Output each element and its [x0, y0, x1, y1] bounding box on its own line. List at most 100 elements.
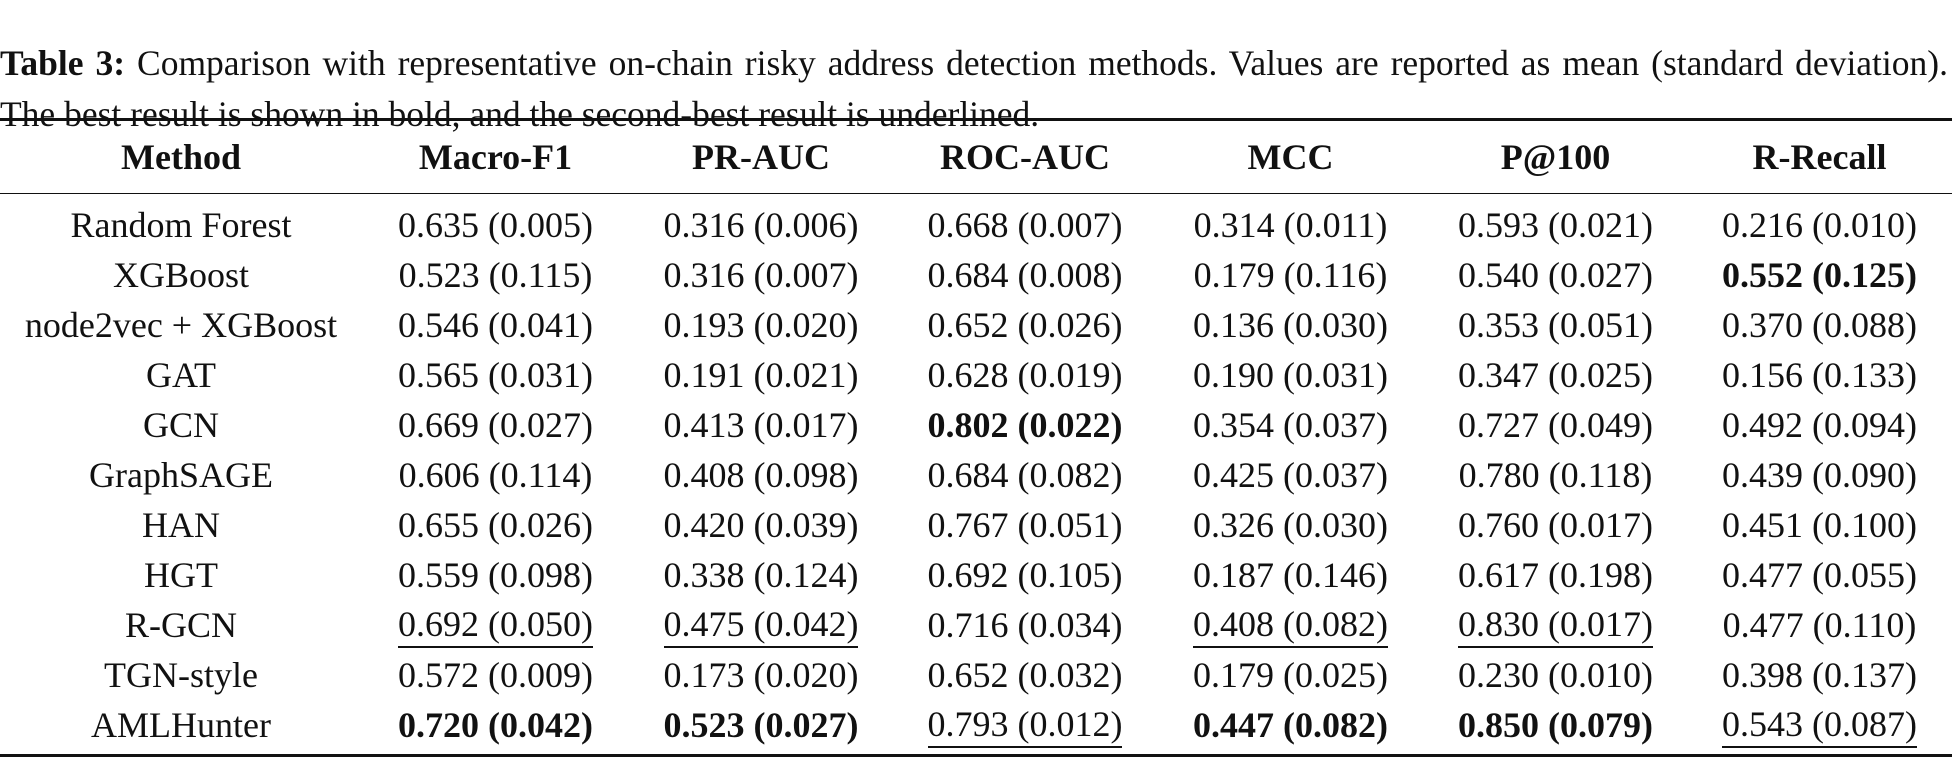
- value-cell: 0.413 (0.017): [629, 400, 893, 450]
- header-roc-auc: ROC-AUC: [940, 137, 1110, 177]
- value-cell: 0.668 (0.007): [893, 194, 1157, 251]
- value-cell: 0.420 (0.039): [629, 500, 893, 550]
- metric-value: 0.156 (0.133): [1722, 355, 1917, 395]
- method-cell: GAT: [0, 350, 362, 400]
- value-cell: 0.156 (0.133): [1687, 350, 1952, 400]
- metric-value: 0.420 (0.039): [663, 505, 859, 545]
- value-cell: 0.179 (0.025): [1157, 650, 1424, 700]
- value-cell: 0.326 (0.030): [1157, 500, 1424, 550]
- metric-value: 0.408 (0.098): [663, 455, 859, 495]
- value-cell: 0.179 (0.116): [1157, 250, 1424, 300]
- table-row: TGN-style 0.572 (0.009) 0.173 (0.020) 0.652…: [0, 650, 1952, 700]
- metric-value: 0.767 (0.051): [927, 505, 1123, 545]
- value-cell: 0.523 (0.027): [629, 700, 893, 756]
- value-cell: 0.669 (0.027): [362, 400, 629, 450]
- second-best-value: 0.408 (0.082): [1193, 604, 1388, 648]
- value-cell: 0.593 (0.021): [1424, 194, 1687, 251]
- value-cell: 0.635 (0.005): [362, 194, 629, 251]
- metric-value: 0.173 (0.020): [663, 655, 859, 695]
- value-cell: 0.628 (0.019): [893, 350, 1157, 400]
- method-name: TGN-style: [104, 655, 258, 695]
- metric-value: 0.652 (0.026): [927, 305, 1123, 345]
- method-cell: AMLHunter: [0, 700, 362, 756]
- table-row: AMLHunter 0.720 (0.042) 0.523 (0.027) 0.793…: [0, 700, 1952, 756]
- results-table: Method Macro-F1 PR-AUC ROC-AUC MCC P@100…: [0, 118, 1952, 757]
- value-cell: 0.316 (0.007): [629, 250, 893, 300]
- metric-value: 0.439 (0.090): [1722, 455, 1917, 495]
- best-value: 0.802 (0.022): [927, 405, 1123, 445]
- caption-text: Comparison with representative on-chain …: [0, 42, 1948, 134]
- method-name: GraphSAGE: [89, 455, 273, 495]
- value-cell: 0.760 (0.017): [1424, 500, 1687, 550]
- value-cell: 0.136 (0.030): [1157, 300, 1424, 350]
- metric-value: 0.187 (0.146): [1193, 555, 1388, 595]
- metric-value: 0.191 (0.021): [663, 355, 859, 395]
- best-value: 0.850 (0.079): [1458, 705, 1653, 745]
- method-cell: GCN: [0, 400, 362, 450]
- table-row: Random Forest 0.635 (0.005) 0.316 (0.006) 0…: [0, 194, 1952, 251]
- method-name: Random Forest: [70, 205, 292, 245]
- value-cell: 0.338 (0.124): [629, 550, 893, 600]
- table-row: GraphSAGE 0.606 (0.114) 0.408 (0.098) 0.684…: [0, 450, 1952, 500]
- value-cell: 0.475 (0.042): [629, 600, 893, 650]
- metric-value: 0.451 (0.100): [1722, 505, 1917, 545]
- table-row: node2vec + XGBoost 0.546 (0.041) 0.193 (0.…: [0, 300, 1952, 350]
- table-row: HGT 0.559 (0.098) 0.338 (0.124) 0.692 (0.10…: [0, 550, 1952, 600]
- value-cell: 0.546 (0.041): [362, 300, 629, 350]
- value-cell: 0.684 (0.008): [893, 250, 1157, 300]
- metric-value: 0.540 (0.027): [1458, 255, 1653, 295]
- metric-value: 0.780 (0.118): [1458, 455, 1653, 495]
- metric-value: 0.193 (0.020): [663, 305, 859, 345]
- metric-value: 0.425 (0.037): [1193, 455, 1388, 495]
- caption-label: Table 3:: [0, 42, 126, 83]
- metric-value: 0.628 (0.019): [927, 355, 1123, 395]
- metric-value: 0.546 (0.041): [398, 305, 593, 345]
- method-cell: TGN-style: [0, 650, 362, 700]
- value-cell: 0.780 (0.118): [1424, 450, 1687, 500]
- method-name: node2vec + XGBoost: [24, 305, 338, 345]
- value-cell: 0.477 (0.055): [1687, 550, 1952, 600]
- value-cell: 0.425 (0.037): [1157, 450, 1424, 500]
- table-row: GAT 0.565 (0.031) 0.191 (0.021) 0.628 (0.01…: [0, 350, 1952, 400]
- metric-value: 0.572 (0.009): [398, 655, 593, 695]
- value-cell: 0.793 (0.012): [893, 700, 1157, 756]
- metric-value: 0.338 (0.124): [663, 555, 859, 595]
- second-best-value: 0.793 (0.012): [927, 704, 1123, 748]
- second-best-value: 0.475 (0.042): [663, 604, 859, 648]
- value-cell: 0.193 (0.020): [629, 300, 893, 350]
- header-r-recall: R-Recall: [1752, 137, 1887, 177]
- value-cell: 0.684 (0.082): [893, 450, 1157, 500]
- method-name: R-GCN: [124, 605, 237, 645]
- value-cell: 0.173 (0.020): [629, 650, 893, 700]
- best-value: 0.447 (0.082): [1193, 705, 1388, 745]
- metric-value: 0.314 (0.011): [1193, 205, 1388, 245]
- metric-value: 0.230 (0.010): [1458, 655, 1653, 695]
- metric-value: 0.492 (0.094): [1722, 405, 1917, 445]
- method-cell: node2vec + XGBoost: [0, 300, 362, 350]
- metric-value: 0.190 (0.031): [1193, 355, 1388, 395]
- method-cell: HAN: [0, 500, 362, 550]
- metric-value: 0.477 (0.055): [1722, 555, 1917, 595]
- value-cell: 0.354 (0.037): [1157, 400, 1424, 450]
- metric-value: 0.398 (0.137): [1722, 655, 1917, 695]
- metric-value: 0.716 (0.034): [927, 605, 1123, 645]
- value-cell: 0.652 (0.026): [893, 300, 1157, 350]
- method-cell: GraphSAGE: [0, 450, 362, 500]
- table-row: R-GCN 0.692 (0.050) 0.475 (0.042) 0.716 (0.…: [0, 600, 1952, 650]
- value-cell: 0.565 (0.031): [362, 350, 629, 400]
- value-cell: 0.316 (0.006): [629, 194, 893, 251]
- value-cell: 0.447 (0.082): [1157, 700, 1424, 756]
- value-cell: 0.477 (0.110): [1687, 600, 1952, 650]
- table-row: XGBoost 0.523 (0.115) 0.316 (0.007) 0.684 (…: [0, 250, 1952, 300]
- value-cell: 0.655 (0.026): [362, 500, 629, 550]
- metric-value: 0.370 (0.088): [1722, 305, 1917, 345]
- metric-value: 0.136 (0.030): [1193, 305, 1388, 345]
- header-mcc: MCC: [1247, 137, 1334, 177]
- method-name: AMLHunter: [91, 705, 271, 745]
- table-row: GCN 0.669 (0.027) 0.413 (0.017) 0.802 (0.02…: [0, 400, 1952, 450]
- value-cell: 0.540 (0.027): [1424, 250, 1687, 300]
- metric-value: 0.565 (0.031): [398, 355, 593, 395]
- metric-value: 0.316 (0.007): [663, 255, 859, 295]
- metric-value: 0.655 (0.026): [398, 505, 593, 545]
- value-cell: 0.652 (0.032): [893, 650, 1157, 700]
